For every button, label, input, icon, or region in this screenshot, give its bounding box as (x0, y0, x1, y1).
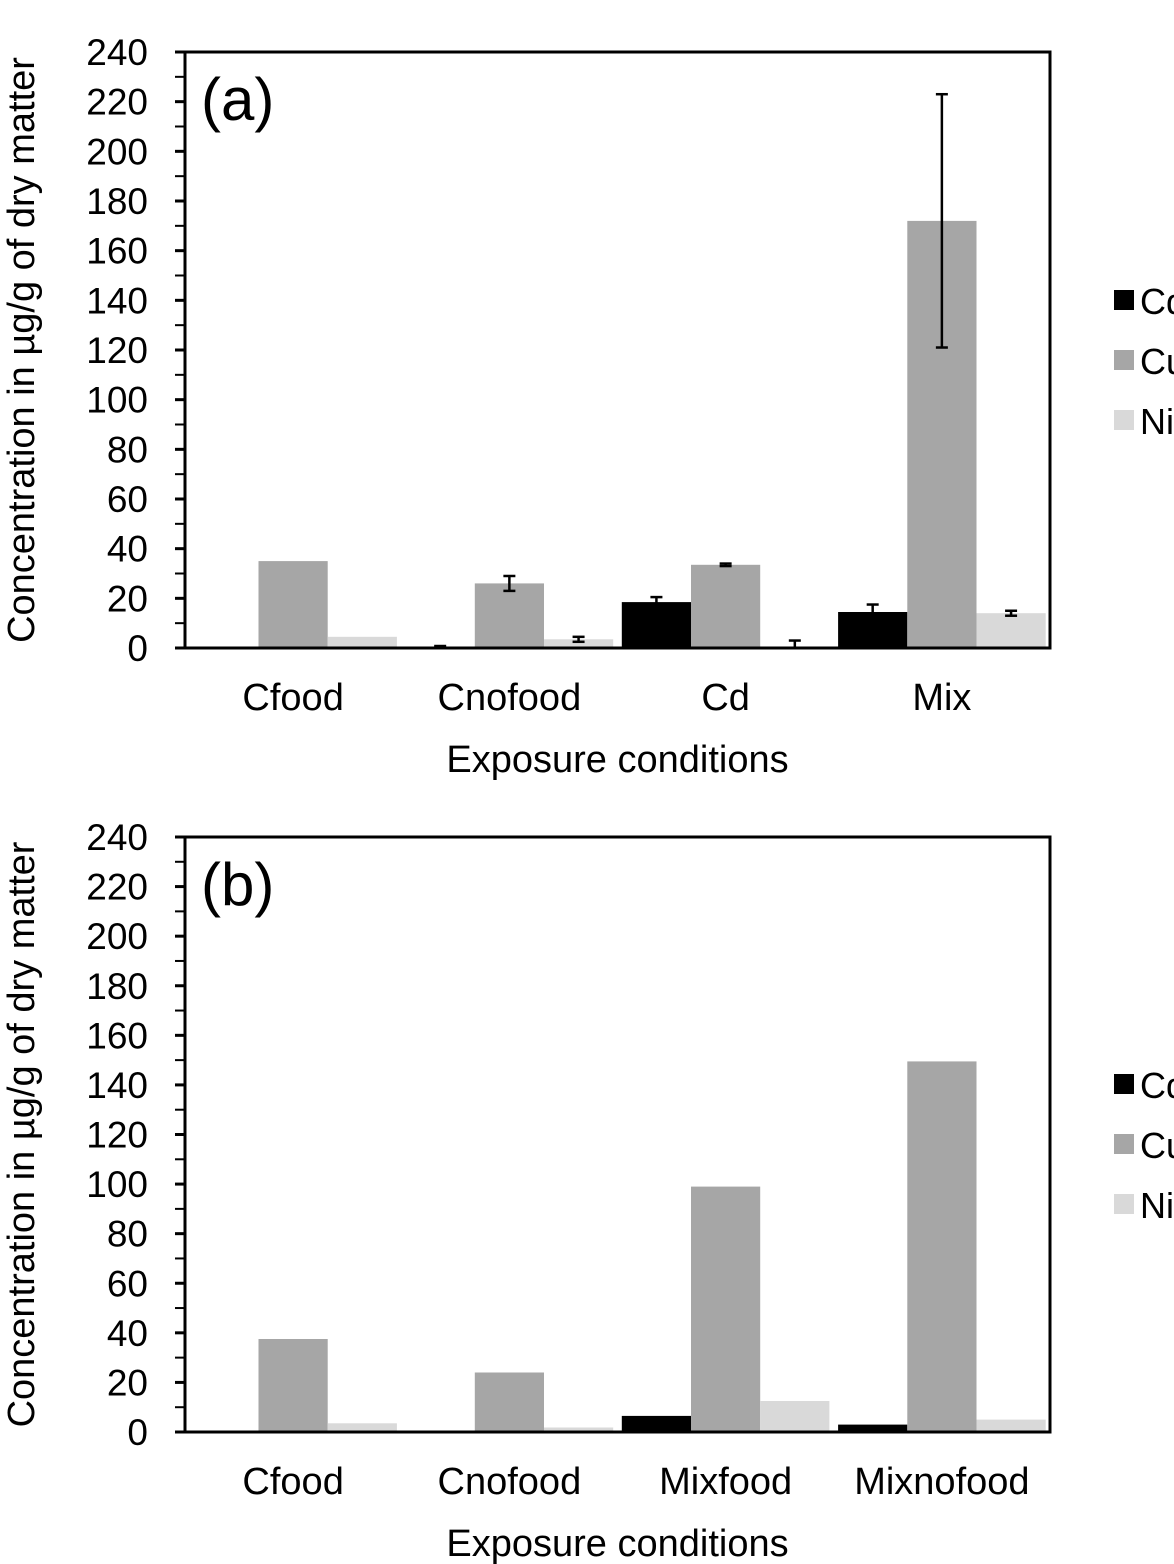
x-tick-label-cd: Cd (701, 677, 750, 719)
bar-cd-mixfood (622, 1416, 691, 1432)
error-bar-cu-cd (720, 564, 732, 566)
legend: Cd Cu Ni (1114, 281, 1174, 442)
y-tick-label: 60 (107, 1263, 148, 1304)
y-tick-label: 180 (86, 181, 148, 222)
x-tick-label-cfood: Cfood (242, 1461, 343, 1503)
y-tick-label: 80 (107, 429, 148, 470)
legend-label-ni: Ni (1140, 401, 1174, 442)
x-tick-label-mixfood: Mixfood (659, 1461, 792, 1503)
x-tick-label-cnofood: Cnofood (438, 1461, 582, 1503)
y-tick-label: 160 (86, 231, 148, 272)
bar-ni-cfood (328, 637, 397, 648)
legend-label-cu: Cu (1140, 1125, 1174, 1166)
y-tick-label: 20 (107, 578, 148, 619)
legend-label-cu: Cu (1140, 341, 1174, 382)
y-tick-label: 240 (86, 32, 148, 73)
legend-label-cd: Cd (1140, 1065, 1174, 1106)
y-tick-label: 140 (86, 280, 148, 321)
y-tick-label: 80 (107, 1214, 148, 1255)
y-tick-label: 20 (107, 1362, 148, 1403)
y-tick-label: 100 (86, 380, 148, 421)
bar-cd-cd (622, 602, 691, 648)
y-tick-label: 120 (86, 330, 148, 371)
legend: Cd Cu Ni (1114, 1065, 1174, 1226)
legend-swatch-cd (1114, 1074, 1134, 1094)
y-tick-label: 200 (86, 131, 148, 172)
chart-panel-1: 0 20 40 60 80 100 120 140 160 180 200 220 240 Cfood Cn… (1, 32, 1174, 781)
x-tick-label-cfood: Cfood (242, 677, 343, 719)
panel-label: (a) (201, 66, 274, 133)
legend-swatch-ni (1114, 1194, 1134, 1214)
y-tick-label: 200 (86, 916, 148, 957)
bar-cu-mixnofood (907, 1061, 976, 1432)
y-tick-label: 100 (86, 1164, 148, 1205)
y-tick-label: 120 (86, 1115, 148, 1156)
legend-swatch-cu (1114, 350, 1134, 370)
x-tick-label-cnofood: Cnofood (438, 677, 582, 719)
y-tick-label: 220 (86, 82, 148, 123)
y-tick-label: 40 (107, 1313, 148, 1354)
y-tick-label: 60 (107, 479, 148, 520)
y-tick-label: 0 (127, 628, 148, 669)
bar-ni-mixnofood (977, 1420, 1046, 1432)
x-axis-title: Exposure conditions (446, 1523, 788, 1564)
y-axis-title: Concentration in µg/g of dry matter (1, 841, 43, 1427)
legend-swatch-ni (1114, 410, 1134, 430)
bar-cu-mixfood (691, 1187, 760, 1432)
chart-panel-2: 0 20 40 60 80 100 120 140 160 180 200 220 240 Cfood Cn… (1, 817, 1174, 1564)
y-tick-label: 40 (107, 529, 148, 570)
y-axis-title: Concentration in µg/g of dry matter (1, 57, 43, 643)
bar-cu-cnofood (475, 583, 544, 648)
y-tick-label: 140 (86, 1065, 148, 1106)
y-tick-label: 0 (127, 1412, 148, 1453)
legend-swatch-cd (1114, 290, 1134, 310)
legend-swatch-cu (1114, 1134, 1134, 1154)
y-tick-label: 240 (86, 817, 148, 858)
bar-ni-mixfood (760, 1401, 829, 1432)
y-tick-label: 160 (86, 1015, 148, 1056)
legend-label-cd: Cd (1140, 281, 1174, 322)
x-axis-title: Exposure conditions (446, 739, 788, 781)
y-tick-label: 220 (86, 867, 148, 908)
bar-ni-mix (977, 613, 1046, 648)
x-tick-label-mixnofood: Mixnofood (854, 1461, 1029, 1503)
x-tick-label-mix: Mix (912, 677, 971, 719)
legend-label-ni: Ni (1140, 1185, 1174, 1226)
bar-cu-cd (691, 565, 760, 648)
bar-cu-cfood (259, 1339, 328, 1432)
y-tick-label: 180 (86, 966, 148, 1007)
bar-cu-cfood (259, 561, 328, 648)
bar-cu-cnofood (475, 1373, 544, 1433)
panel-label: (b) (201, 851, 274, 918)
